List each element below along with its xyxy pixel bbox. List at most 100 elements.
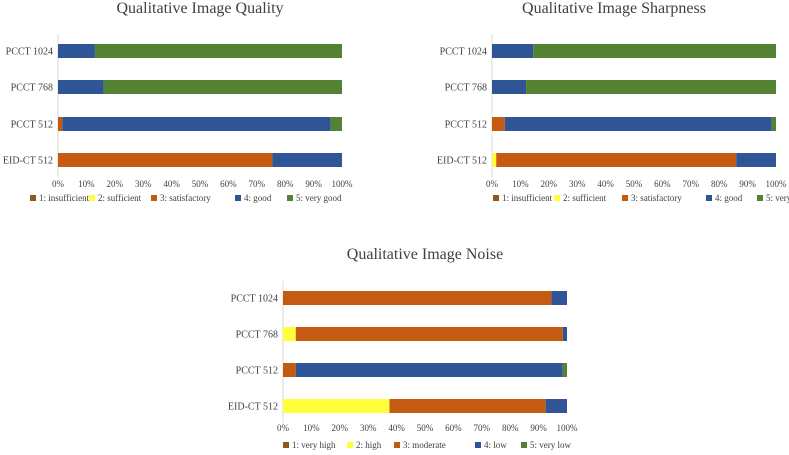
- category-label: PCCT 768: [11, 83, 53, 94]
- category-label: EID-CT 512: [437, 156, 487, 167]
- legend-swatch: [493, 195, 499, 201]
- legend-entry: 5: very good: [766, 193, 789, 203]
- bar-segment: [562, 327, 567, 341]
- x-tick-label: 100%: [557, 423, 579, 433]
- x-tick-label: 20%: [541, 179, 558, 189]
- x-tick-label: 80%: [277, 179, 294, 189]
- category-label: PCCT 1024: [231, 294, 278, 305]
- bar-segment: [283, 291, 552, 305]
- x-tick-label: 0%: [486, 179, 499, 189]
- legend-swatch: [394, 442, 400, 448]
- bar-segment: [58, 153, 273, 167]
- bar-segment: [492, 44, 534, 58]
- legend-swatch: [757, 195, 763, 201]
- chart-title: Qualitative Image Noise: [347, 246, 503, 263]
- category-label: PCCT 1024: [440, 47, 487, 58]
- legend-swatch: [706, 195, 712, 201]
- bar-segment: [771, 117, 776, 131]
- x-tick-label: 20%: [332, 423, 349, 433]
- x-tick-label: 70%: [249, 179, 266, 189]
- x-tick-label: 60%: [445, 423, 462, 433]
- category-label: PCCT 512: [445, 120, 487, 131]
- legend-swatch: [622, 195, 628, 201]
- category-label: EID-CT 512: [228, 402, 278, 413]
- bar-segment: [492, 153, 497, 167]
- legend-entry: 1: very high: [292, 440, 336, 450]
- x-tick-label: 80%: [711, 179, 728, 189]
- bar-segment: [295, 327, 563, 341]
- x-tick-label: 30%: [569, 179, 586, 189]
- x-tick-label: 100%: [766, 179, 788, 189]
- legend-entry: 3: satisfactory: [160, 193, 211, 203]
- x-tick-label: 20%: [107, 179, 124, 189]
- legend-entry: 2: sufficient: [563, 193, 607, 203]
- bar-segment: [283, 327, 296, 341]
- chart-title: Qualitative Image Quality: [116, 0, 283, 17]
- x-tick-label: 70%: [474, 423, 491, 433]
- legend-entry: 2: sufficient: [98, 193, 142, 203]
- bar-segment: [103, 80, 342, 94]
- legend-swatch: [30, 195, 36, 201]
- bar-segment: [295, 363, 563, 377]
- bar-segment: [389, 399, 546, 413]
- legend-swatch: [475, 442, 481, 448]
- chart-1: Qualitative Image Quality PCCT 1024 PCCT 7…: [3, 0, 353, 203]
- bar-segment: [496, 153, 737, 167]
- bar-segment: [545, 399, 567, 413]
- category-label: PCCT 1024: [6, 47, 53, 58]
- x-tick-label: 40%: [163, 179, 180, 189]
- legend-entry: 1: insufficient: [502, 193, 553, 203]
- x-tick-label: 80%: [502, 423, 519, 433]
- legend-entry: 3: moderate: [403, 440, 446, 450]
- bar-segment: [504, 117, 772, 131]
- bar-segment: [272, 153, 342, 167]
- legend-entry: 3: satisfactory: [631, 193, 682, 203]
- bar-segment: [283, 363, 296, 377]
- category-label: EID-CT 512: [3, 156, 53, 167]
- bar-segment: [526, 80, 776, 94]
- bar-segment: [94, 44, 342, 58]
- x-tick-label: 90%: [739, 179, 756, 189]
- x-tick-label: 50%: [626, 179, 643, 189]
- legend-swatch: [347, 442, 353, 448]
- legend-swatch: [554, 195, 560, 201]
- chart-2: Qualitative Image Sharpness PCCT 1024 PCCT…: [437, 0, 789, 203]
- bar-segment: [58, 80, 104, 94]
- legend-swatch: [521, 442, 527, 448]
- x-tick-label: 10%: [303, 423, 320, 433]
- category-label: PCCT 512: [11, 120, 53, 131]
- legend-swatch: [151, 195, 157, 201]
- category-label: PCCT 768: [445, 83, 487, 94]
- legend-entry: 2: high: [356, 440, 382, 450]
- bar-segment: [492, 117, 505, 131]
- x-tick-label: 90%: [530, 423, 547, 433]
- legend-entry: 4: good: [715, 193, 743, 203]
- x-tick-label: 10%: [78, 179, 95, 189]
- legend-entry: 5: very good: [296, 193, 342, 203]
- x-tick-label: 50%: [417, 423, 434, 433]
- legend-swatch: [89, 195, 95, 201]
- x-tick-label: 60%: [220, 179, 237, 189]
- bar-segment: [551, 291, 567, 305]
- x-tick-label: 0%: [52, 179, 65, 189]
- legend-entry: 4: low: [484, 440, 507, 450]
- bar-segment: [562, 363, 567, 377]
- legend-swatch: [287, 195, 293, 201]
- legend-swatch: [235, 195, 241, 201]
- bar-segment: [283, 399, 390, 413]
- x-tick-label: 0%: [277, 423, 290, 433]
- x-tick-label: 100%: [332, 179, 354, 189]
- bar-segment: [736, 153, 776, 167]
- bar-segment: [58, 117, 63, 131]
- legend-swatch: [283, 442, 289, 448]
- bar-segment: [58, 44, 95, 58]
- x-tick-label: 60%: [654, 179, 671, 189]
- category-label: PCCT 512: [236, 366, 278, 377]
- bar-segment: [533, 44, 776, 58]
- x-tick-label: 40%: [597, 179, 614, 189]
- chart-3: Qualitative Image Noise PCCT 1024 PCCT 768…: [228, 246, 578, 450]
- bar-segment: [492, 80, 527, 94]
- x-tick-label: 40%: [388, 423, 405, 433]
- legend-entry: 1: insufficient: [39, 193, 90, 203]
- legend-entry: 5: very low: [530, 440, 571, 450]
